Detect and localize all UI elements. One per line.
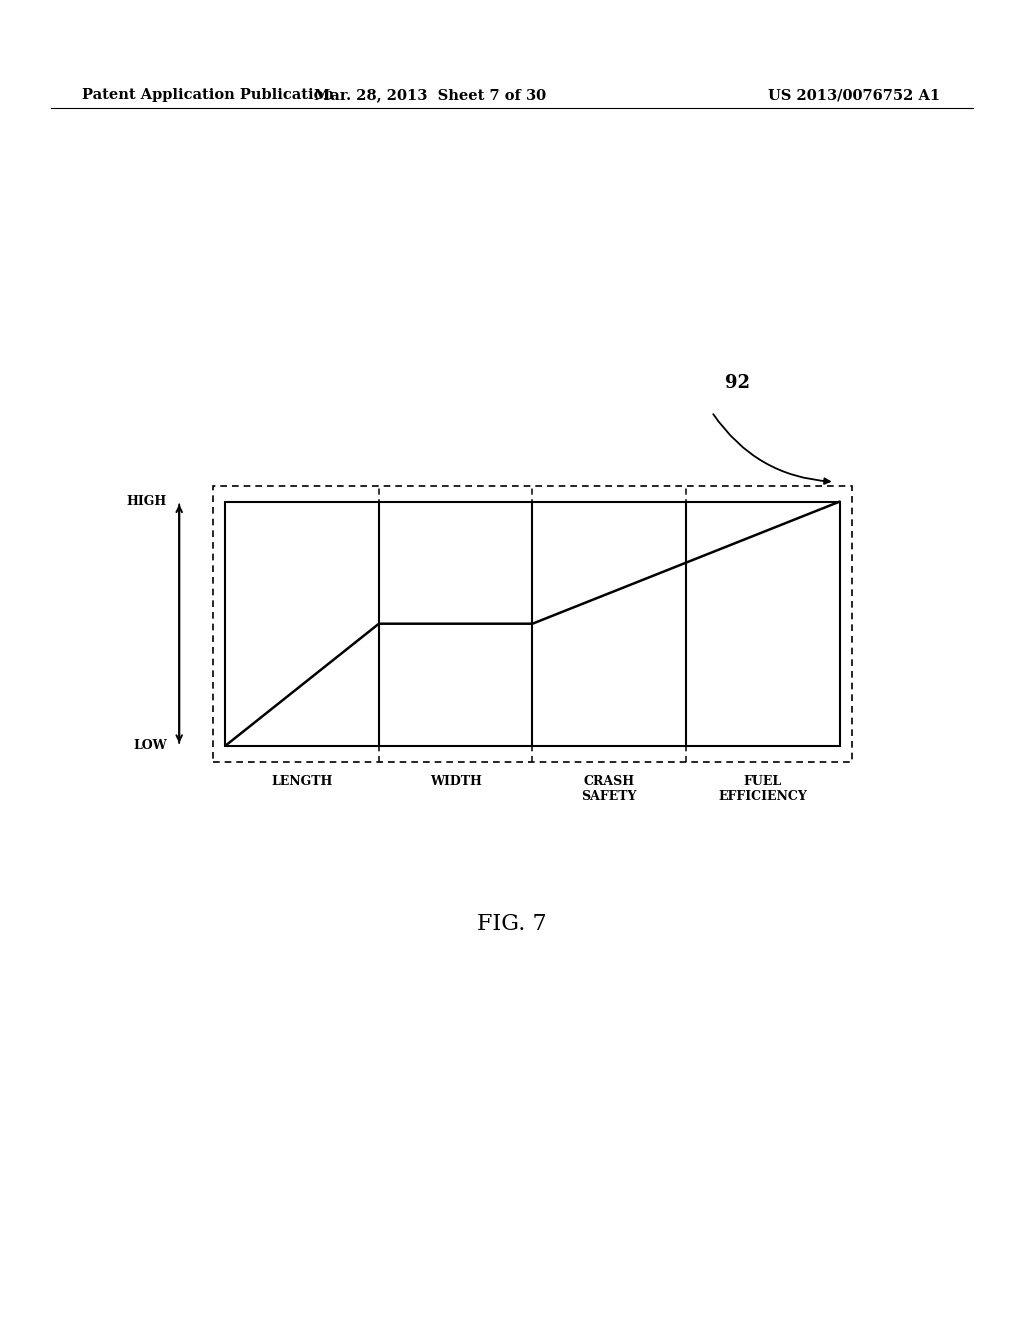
Text: US 2013/0076752 A1: US 2013/0076752 A1 [768, 88, 940, 102]
Text: LENGTH: LENGTH [271, 775, 333, 788]
Text: FIG. 7: FIG. 7 [477, 913, 547, 935]
Text: FUEL
EFFICIENCY: FUEL EFFICIENCY [719, 775, 807, 803]
Text: CRASH
SAFETY: CRASH SAFETY [582, 775, 637, 803]
Text: Mar. 28, 2013  Sheet 7 of 30: Mar. 28, 2013 Sheet 7 of 30 [314, 88, 546, 102]
Bar [213, 486, 852, 762]
Text: HIGH: HIGH [127, 495, 167, 508]
Bar [225, 502, 840, 746]
Text: 92: 92 [725, 374, 750, 392]
Text: WIDTH: WIDTH [430, 775, 481, 788]
Text: LOW: LOW [133, 739, 167, 752]
Text: Patent Application Publication: Patent Application Publication [82, 88, 334, 102]
